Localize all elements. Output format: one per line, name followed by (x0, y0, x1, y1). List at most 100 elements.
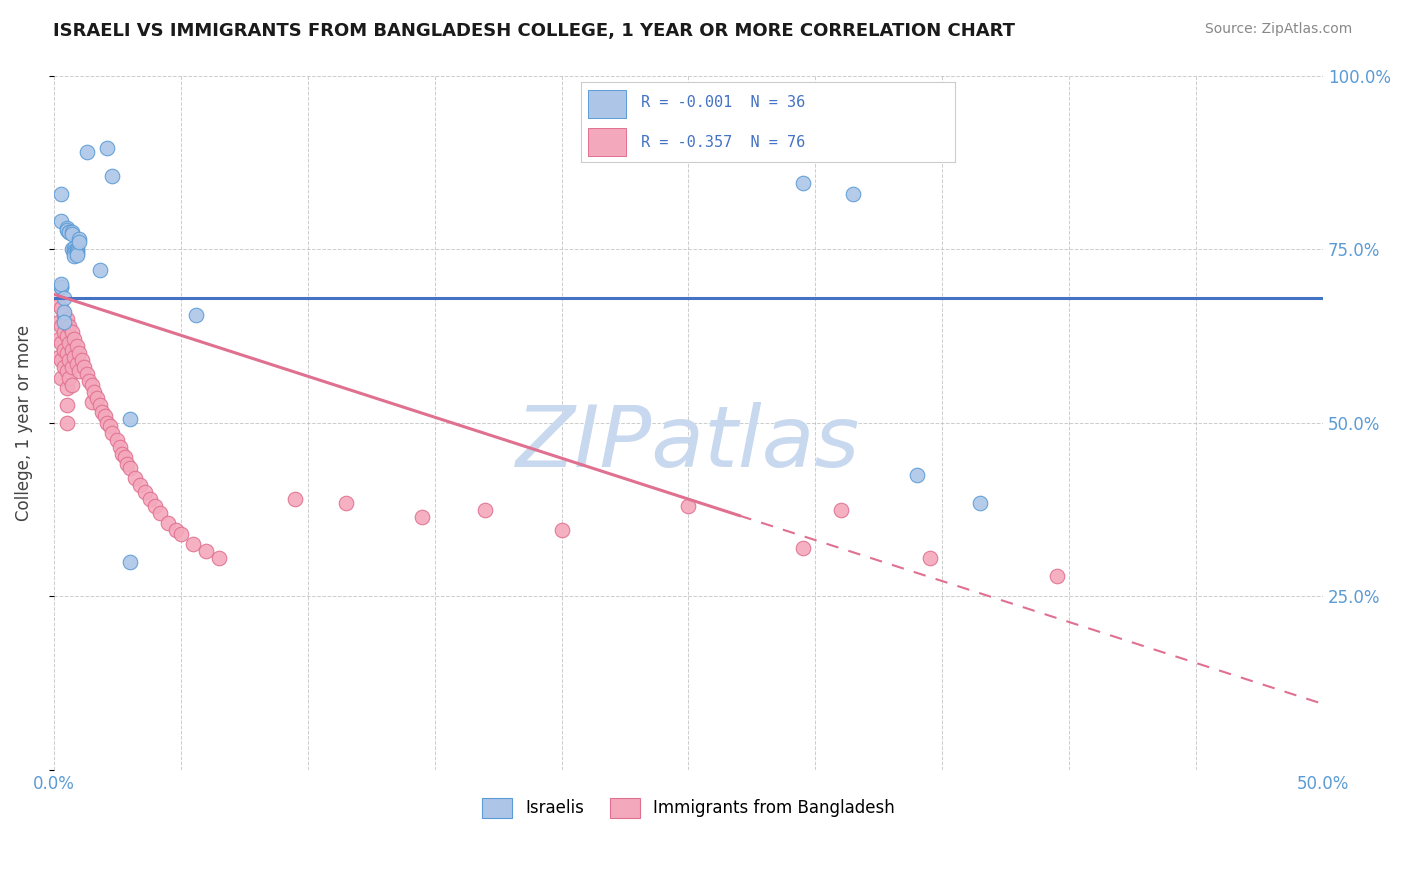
Point (89, 398, 111, 412)
Point (58, 225, 80, 239)
Point (105, 433, 128, 447)
Point (48, 298, 70, 312)
Point (335, 495, 357, 509)
Text: ZIPatlas: ZIPatlas (516, 402, 860, 485)
Point (830, 502, 852, 516)
Point (60, 225, 83, 239)
Point (411, 509, 433, 524)
Point (63, 245, 86, 260)
Point (101, 169, 124, 184)
Point (474, 502, 496, 516)
Legend: Israelis, Immigrants from Bangladesh: Israelis, Immigrants from Bangladesh (475, 791, 901, 824)
Point (60, 343, 83, 357)
Point (51, 370, 73, 384)
Point (48, 333, 70, 347)
Point (51, 214, 73, 228)
Point (157, 516, 180, 531)
Point (792, 176, 814, 190)
Point (195, 544, 218, 558)
Point (55, 398, 77, 412)
Point (284, 492, 307, 507)
Point (63, 249, 86, 263)
Point (53, 291, 76, 305)
Point (55, 416, 77, 430)
Point (51, 353, 73, 368)
Point (66, 244, 89, 258)
Point (51, 301, 73, 315)
Point (905, 467, 928, 482)
Point (58, 370, 80, 384)
Point (51, 277, 73, 291)
Point (55, 311, 77, 326)
Point (117, 458, 139, 472)
Point (53, 304, 76, 318)
Point (67, 235, 90, 250)
Point (66, 357, 89, 371)
Point (101, 426, 124, 441)
Point (70, 353, 93, 368)
Point (58, 318, 80, 333)
Point (55, 346, 77, 360)
Point (91, 405, 114, 419)
Point (98, 419, 121, 434)
Point (60, 360, 83, 375)
Point (53, 343, 76, 357)
Y-axis label: College, 1 year or more: College, 1 year or more (15, 325, 32, 521)
Point (86, 392, 108, 406)
Point (51, 335, 73, 350)
Point (183, 537, 205, 551)
Point (165, 524, 187, 538)
Point (842, 186, 865, 201)
Point (55, 223, 77, 237)
Text: ISRAELI VS IMMIGRANTS FROM BANGLADESH COLLEGE, 1 YEAR OR MORE CORRELATION CHART: ISRAELI VS IMMIGRANTS FROM BANGLADESH CO… (53, 22, 1015, 40)
Point (118, 412, 141, 426)
Point (918, 551, 941, 566)
Point (66, 248, 89, 262)
Point (60, 227, 83, 241)
Point (51, 280, 73, 294)
Point (51, 280, 73, 294)
Point (118, 461, 141, 475)
Point (60, 242, 83, 256)
Point (678, 499, 700, 513)
Point (170, 527, 193, 541)
Point (66, 245, 89, 260)
Point (55, 329, 77, 343)
Point (149, 506, 172, 520)
Point (89, 263, 111, 277)
Point (67, 346, 90, 360)
Point (969, 495, 991, 509)
Point (58, 335, 80, 350)
Point (51, 318, 73, 333)
Point (63, 241, 86, 255)
Point (73, 360, 96, 375)
Point (118, 555, 141, 569)
Point (48, 350, 70, 364)
Point (80, 395, 103, 409)
Point (76, 145, 98, 159)
Point (66, 339, 89, 353)
Point (93, 409, 115, 423)
Point (83, 384, 105, 399)
Point (67, 364, 90, 378)
Point (58, 353, 80, 368)
Point (51, 186, 73, 201)
Point (208, 551, 231, 566)
Point (139, 492, 162, 507)
Point (550, 524, 572, 538)
Point (55, 221, 77, 235)
Point (124, 471, 146, 485)
Point (145, 499, 167, 513)
Point (53, 308, 76, 322)
Point (96, 141, 118, 155)
Point (80, 377, 103, 392)
Point (129, 478, 152, 492)
Point (63, 350, 86, 364)
Point (114, 450, 136, 465)
Point (96, 416, 118, 430)
Point (111, 447, 134, 461)
Point (63, 244, 86, 258)
Point (792, 541, 814, 555)
Point (53, 360, 76, 375)
Point (48, 315, 70, 329)
